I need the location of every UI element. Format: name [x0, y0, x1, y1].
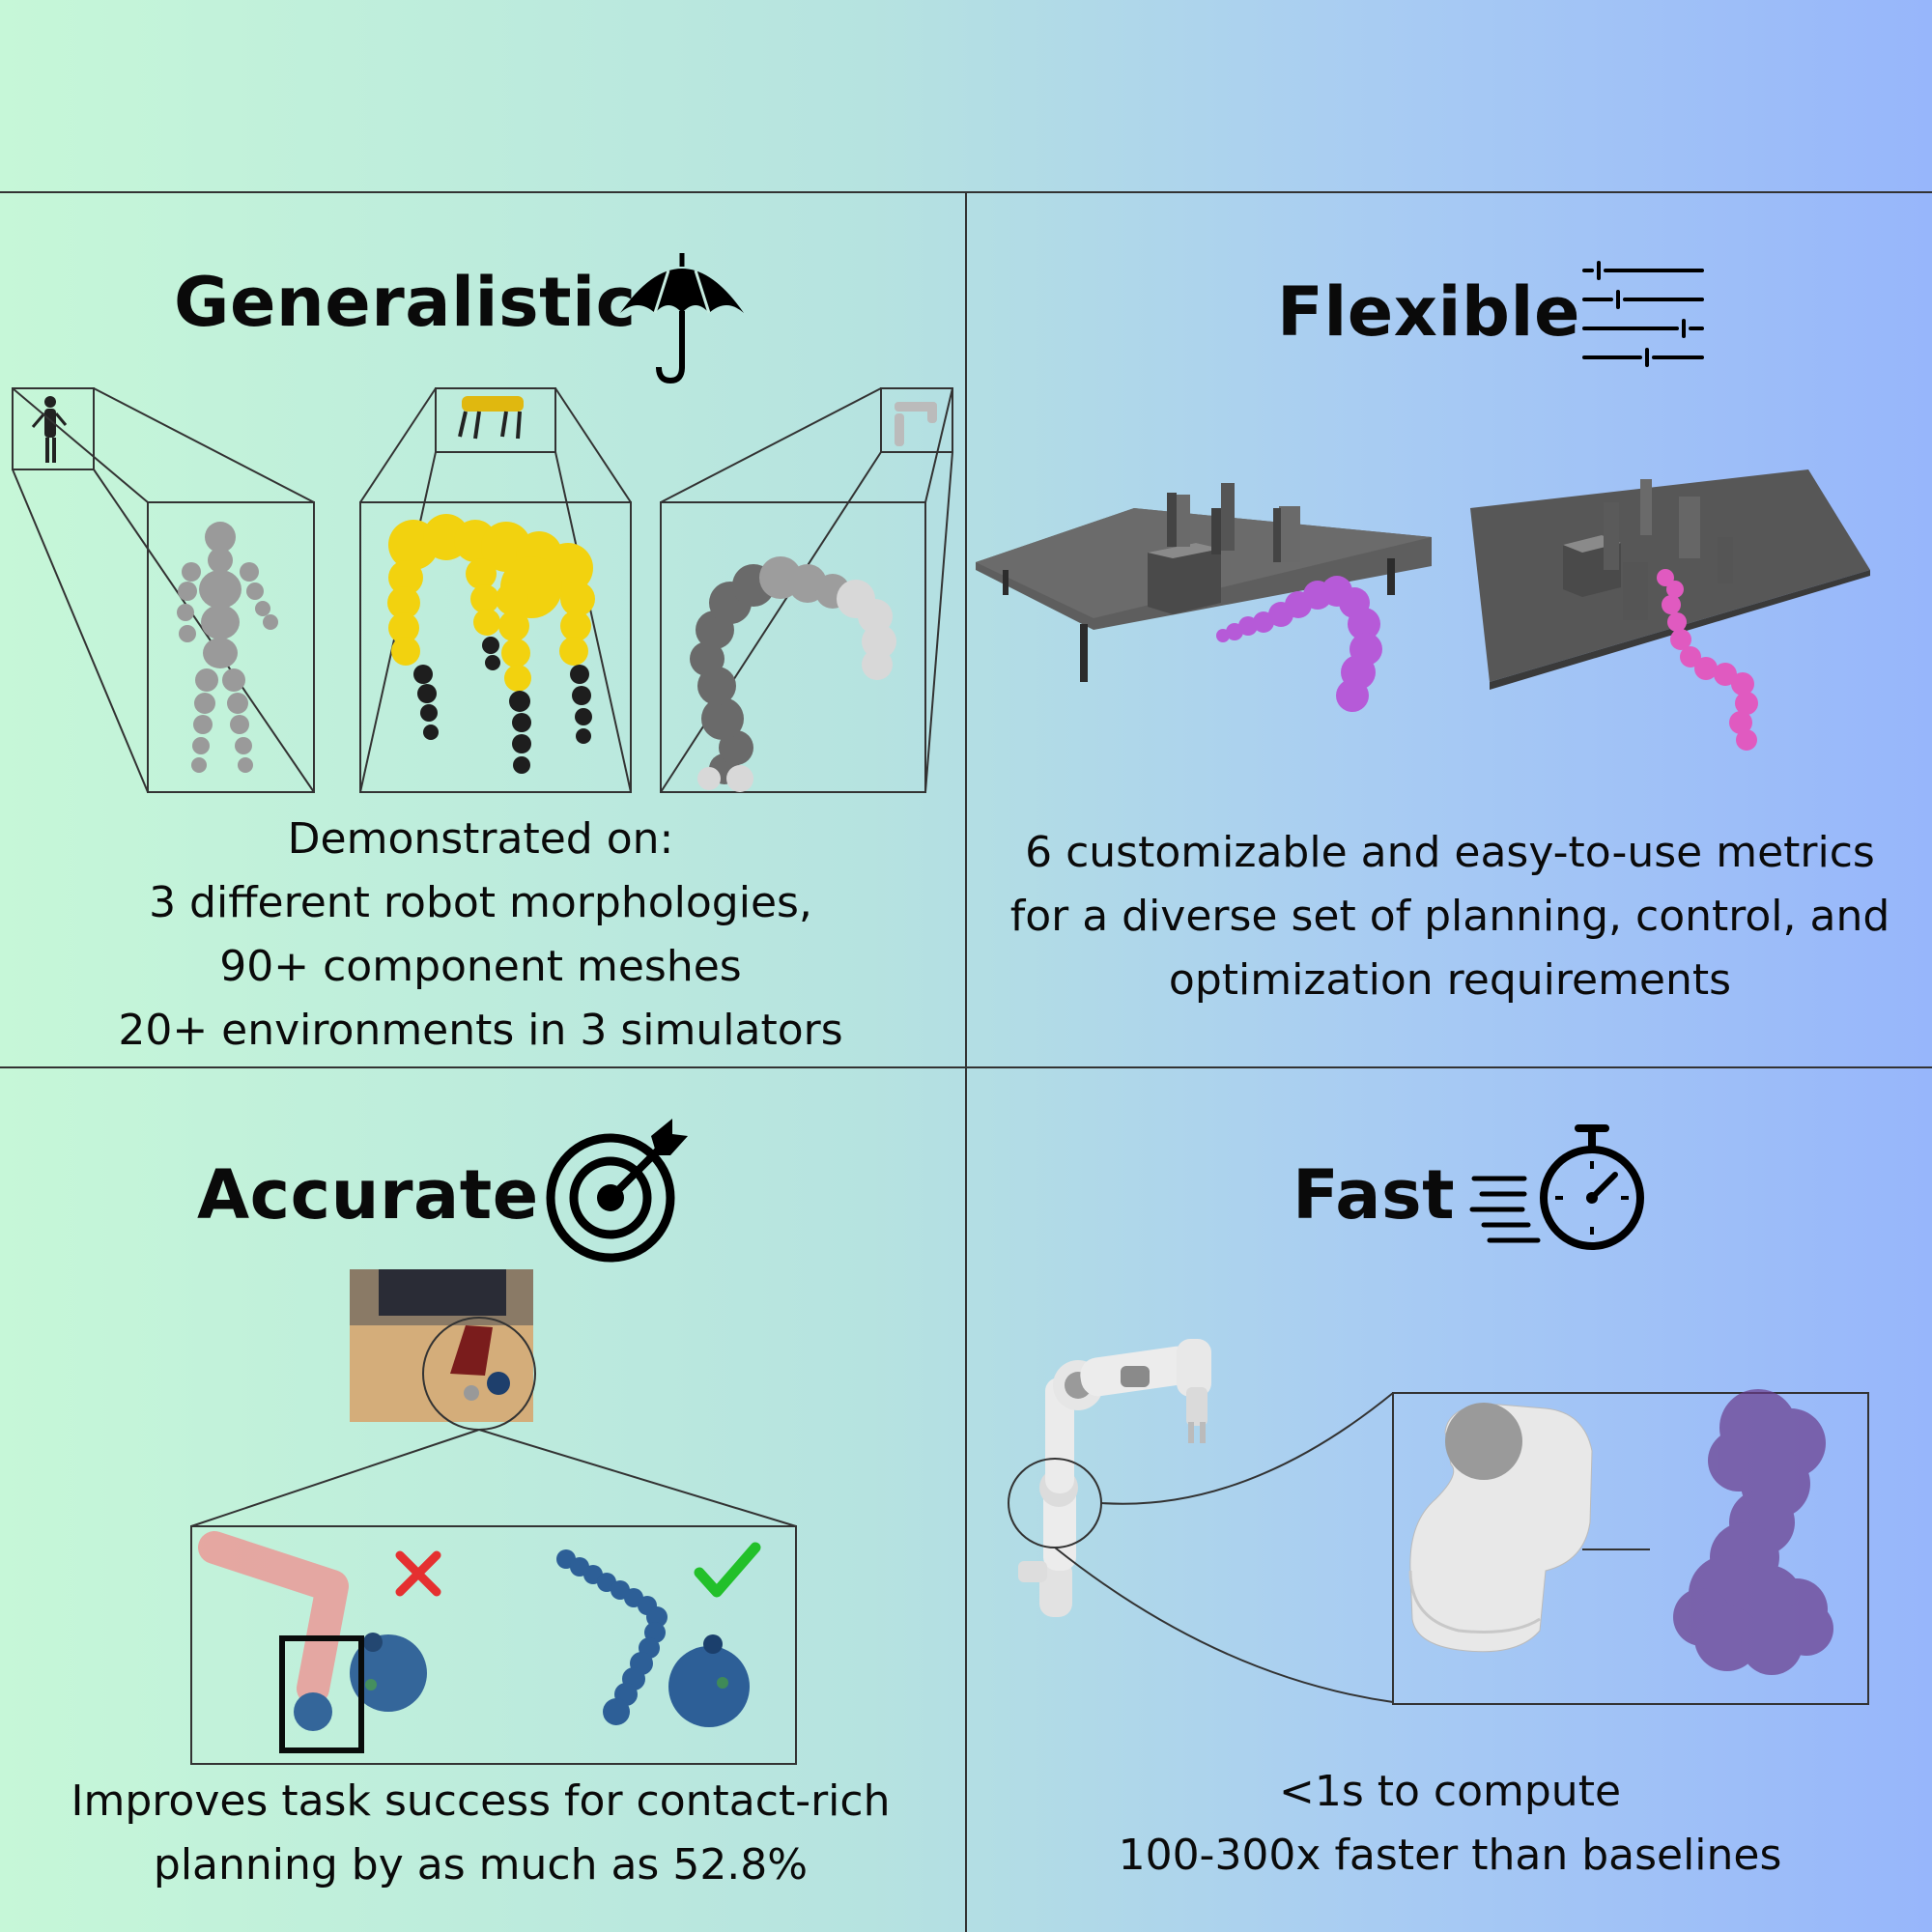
generalistic-caption: Demonstrated on: 3 different robot morph…	[0, 808, 961, 1063]
obstacle-blocks-1	[1148, 483, 1300, 614]
sliders-icon	[1582, 261, 1704, 367]
arm-sphere-model	[690, 556, 896, 792]
mesh-link	[1408, 1403, 1593, 1653]
flexible-caption-line: 6 customizable and easy-to-use metrics	[1025, 828, 1875, 877]
umbrella-icon	[620, 253, 744, 384]
accurate-title: Accurate	[197, 1155, 539, 1235]
fast-figure	[1008, 1339, 1869, 1705]
flexible-caption-line: for a diverse set of planning, control, …	[1009, 892, 1890, 941]
success-case	[556, 1549, 750, 1727]
target-arrow-icon	[546, 1119, 688, 1263]
center-divider	[965, 193, 967, 1932]
franka-arm-render	[1018, 1339, 1211, 1617]
fast-caption-line: <1s to compute	[1278, 1767, 1622, 1816]
generalistic-caption-line: 90+ component meshes	[219, 942, 742, 991]
fast-title: Fast	[1293, 1155, 1456, 1235]
table-scene-1	[976, 483, 1432, 712]
accurate-figure	[190, 1269, 797, 1765]
sphere-approximation	[1673, 1389, 1833, 1675]
pink-sphere-arm	[1657, 569, 1758, 751]
accurate-caption-line: Improves task success for contact-rich	[71, 1776, 891, 1826]
flexible-title: Flexible	[1277, 272, 1581, 352]
quadruped-sphere-model	[387, 514, 595, 774]
real-robot-photo	[350, 1269, 533, 1422]
obstacle-blocks-2	[1563, 479, 1733, 620]
flexible-scenes-figure	[976, 469, 1870, 751]
x-mark-icon	[395, 1550, 441, 1597]
arm-mini-icon	[895, 402, 937, 446]
purple-sphere-arm	[1216, 576, 1382, 712]
top-divider	[0, 191, 1932, 193]
stopwatch-icon	[1469, 1124, 1644, 1250]
table-scene-2	[1470, 469, 1870, 751]
humanoid-mini-icon	[31, 396, 68, 463]
generalistic-caption-line: 20+ environments in 3 simulators	[118, 1006, 843, 1055]
generalistic-caption-line: 3 different robot morphologies,	[149, 878, 812, 927]
accurate-caption: Improves task success for contact-rich p…	[0, 1770, 961, 1897]
humanoid-sphere-model	[177, 522, 278, 773]
generalistic-title: Generalistic	[174, 263, 637, 342]
accurate-caption-line: planning by as much as 52.8%	[153, 1840, 809, 1889]
fast-caption-line: 100-300x faster than baselines	[1118, 1831, 1782, 1880]
flexible-caption-line: optimization requirements	[1168, 955, 1732, 1005]
flexible-caption: 6 customizable and easy-to-use metrics f…	[968, 821, 1932, 1012]
humanoid-thumbnail	[12, 387, 95, 470]
checkmark-icon	[694, 1542, 761, 1598]
failure-case	[198, 1531, 427, 1753]
fast-caption: <1s to compute 100-300x faster than base…	[968, 1760, 1932, 1888]
robot-morphologies-figure	[12, 387, 953, 793]
generalistic-caption-line: Demonstrated on:	[287, 814, 674, 864]
quadruped-mini-icon	[458, 396, 524, 440]
